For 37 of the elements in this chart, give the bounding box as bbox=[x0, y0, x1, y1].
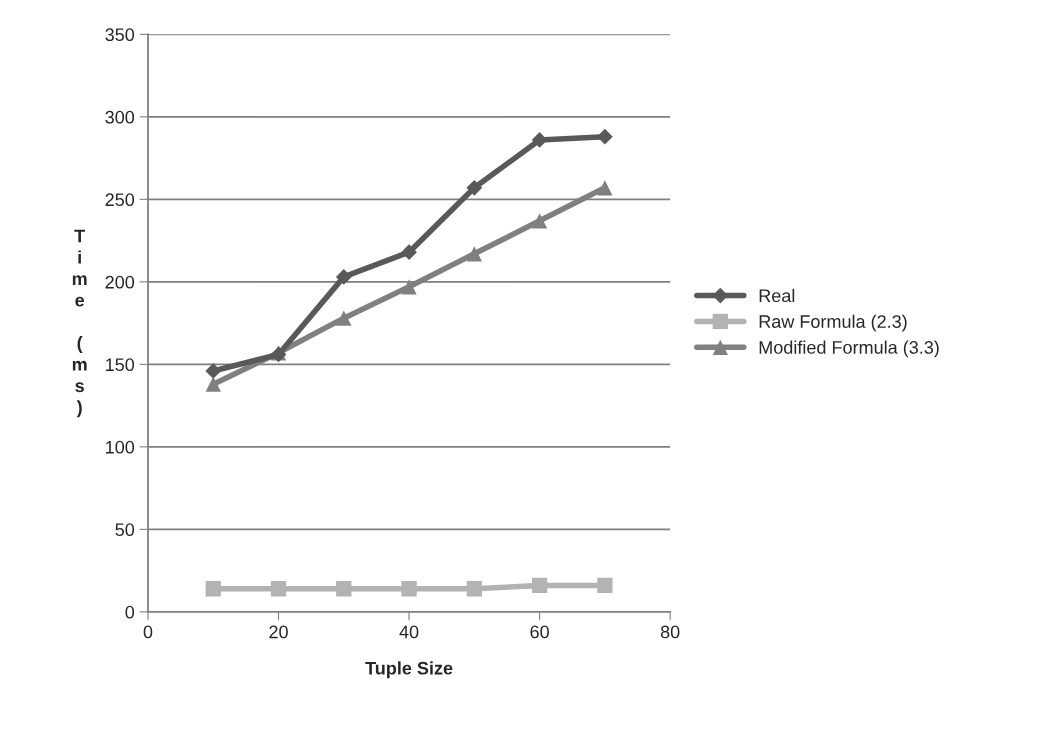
point bbox=[270, 581, 287, 597]
point bbox=[466, 246, 482, 262]
point bbox=[205, 376, 221, 392]
x-tick-label: 0 bbox=[143, 625, 153, 639]
y-tick-label: 150 bbox=[106, 358, 135, 372]
legend-label: Real bbox=[759, 288, 795, 303]
y-tick-label: 0 bbox=[125, 605, 135, 619]
y-tick-label: 200 bbox=[105, 275, 135, 289]
y-tick-label: 350 bbox=[105, 28, 135, 42]
x-tick-label: 20 bbox=[269, 625, 288, 639]
point bbox=[597, 577, 613, 594]
x-tick-label: 40 bbox=[399, 625, 419, 639]
point bbox=[401, 279, 417, 295]
text: Time (ms) bbox=[72, 229, 87, 418]
y-tick-label: 50 bbox=[115, 523, 135, 537]
point bbox=[336, 581, 352, 597]
point bbox=[336, 310, 352, 326]
x-tick-label: 80 bbox=[660, 625, 680, 639]
point bbox=[597, 180, 613, 196]
y-tick-label: 300 bbox=[105, 110, 135, 124]
y-tick-label: 100 bbox=[106, 440, 135, 454]
point bbox=[205, 363, 222, 379]
point bbox=[335, 269, 352, 285]
x-tick-label: 60 bbox=[530, 625, 549, 639]
point bbox=[401, 244, 417, 261]
legend-label: Modified Formula (3.3) bbox=[759, 340, 939, 358]
x-axis-title: Tuple Size bbox=[365, 661, 453, 679]
legend-label: Raw Formula (2.3) bbox=[759, 314, 907, 332]
y-tick-label: 250 bbox=[105, 193, 135, 207]
point bbox=[401, 581, 417, 597]
point bbox=[466, 179, 483, 196]
point bbox=[531, 213, 548, 229]
point bbox=[466, 581, 482, 597]
point bbox=[531, 577, 548, 594]
point bbox=[205, 581, 221, 597]
point bbox=[597, 128, 613, 145]
point bbox=[531, 132, 548, 148]
